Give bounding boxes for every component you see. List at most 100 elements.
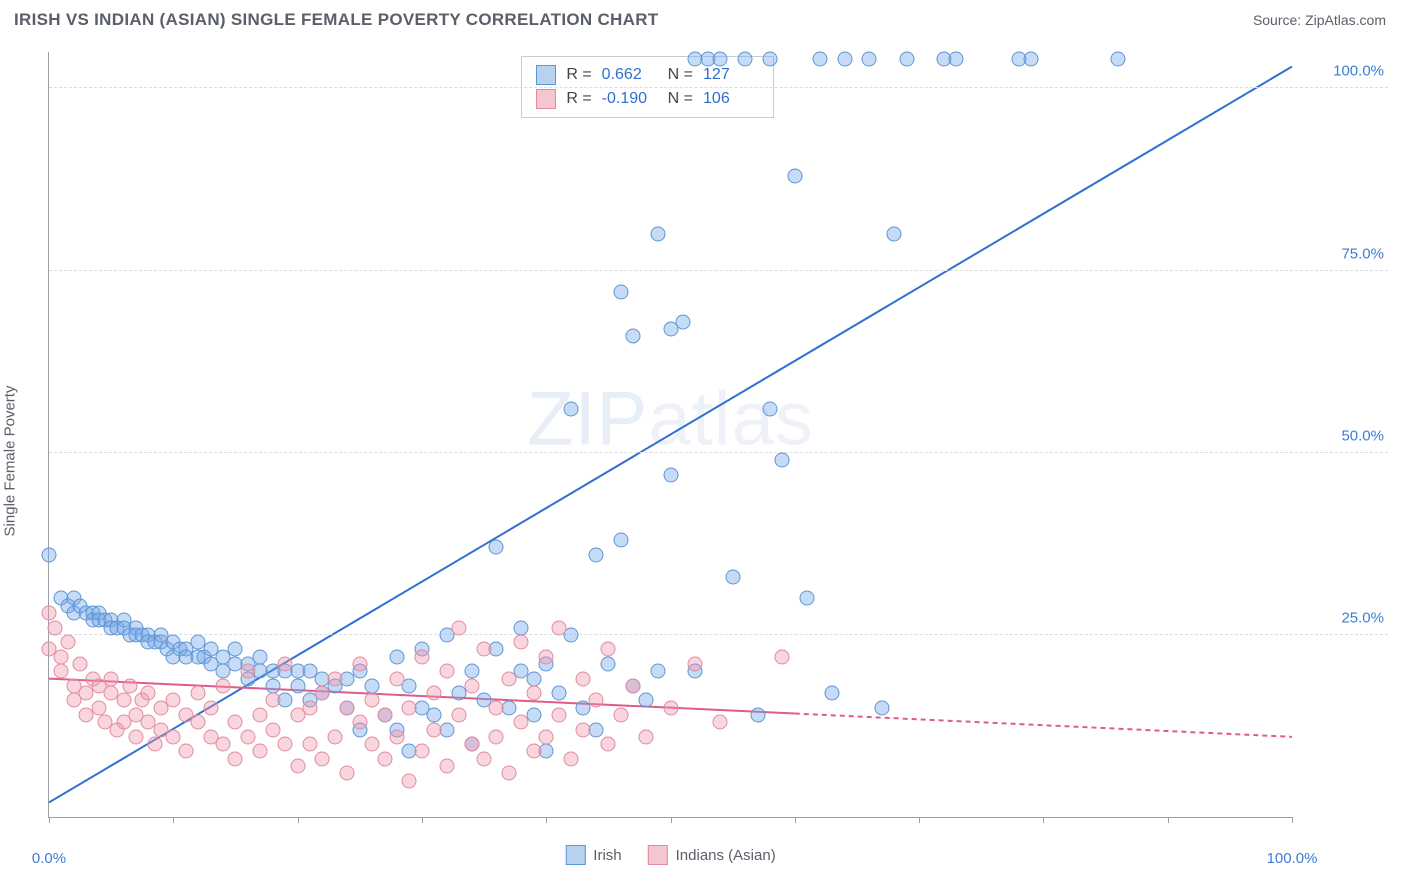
data-point-irish bbox=[862, 52, 877, 67]
n-value-irish: 127 bbox=[703, 63, 759, 87]
gridline-h bbox=[49, 452, 1388, 453]
data-point-indians bbox=[73, 657, 88, 672]
data-point-indians bbox=[377, 708, 392, 723]
data-point-indians bbox=[477, 751, 492, 766]
data-point-irish bbox=[762, 52, 777, 67]
data-point-irish bbox=[874, 700, 889, 715]
data-point-indians bbox=[147, 737, 162, 752]
data-point-indians bbox=[514, 715, 529, 730]
data-point-indians bbox=[116, 693, 131, 708]
data-point-indians bbox=[713, 715, 728, 730]
data-point-irish bbox=[42, 547, 57, 562]
data-point-indians bbox=[464, 737, 479, 752]
data-point-indians bbox=[216, 737, 231, 752]
data-point-irish bbox=[613, 285, 628, 300]
data-point-indians bbox=[129, 729, 144, 744]
x-tick-label: 0.0% bbox=[32, 850, 66, 867]
data-point-irish bbox=[651, 227, 666, 242]
data-point-indians bbox=[216, 678, 231, 693]
data-point-irish bbox=[464, 664, 479, 679]
legend-swatch-irish bbox=[565, 845, 585, 865]
data-point-indians bbox=[166, 693, 181, 708]
x-tick bbox=[298, 817, 299, 823]
data-point-irish bbox=[626, 329, 641, 344]
legend-swatch-irish bbox=[536, 65, 556, 85]
data-point-indians bbox=[414, 744, 429, 759]
stats-row-indians: R =-0.190N =106 bbox=[536, 87, 759, 111]
y-tick-label: 25.0% bbox=[1341, 609, 1384, 626]
y-tick-label: 75.0% bbox=[1341, 245, 1384, 262]
data-point-indians bbox=[514, 635, 529, 650]
data-point-indians bbox=[315, 751, 330, 766]
data-point-irish bbox=[837, 52, 852, 67]
data-point-irish bbox=[638, 693, 653, 708]
data-point-indians bbox=[390, 729, 405, 744]
x-tick bbox=[546, 817, 547, 823]
data-point-indians bbox=[265, 693, 280, 708]
data-point-indians bbox=[203, 700, 218, 715]
data-point-irish bbox=[1023, 52, 1038, 67]
data-point-indians bbox=[613, 708, 628, 723]
data-point-indians bbox=[439, 759, 454, 774]
data-point-indians bbox=[303, 737, 318, 752]
source-attribution: Source: ZipAtlas.com bbox=[1253, 12, 1386, 28]
legend-swatch-indians bbox=[648, 845, 668, 865]
data-point-irish bbox=[787, 168, 802, 183]
data-point-indians bbox=[60, 635, 75, 650]
data-point-irish bbox=[365, 678, 380, 693]
data-point-indians bbox=[253, 708, 268, 723]
data-point-indians bbox=[539, 649, 554, 664]
data-point-indians bbox=[588, 693, 603, 708]
data-point-irish bbox=[551, 686, 566, 701]
data-point-indians bbox=[477, 642, 492, 657]
n-label: N = bbox=[668, 63, 693, 87]
data-point-irish bbox=[675, 314, 690, 329]
data-point-irish bbox=[738, 52, 753, 67]
data-point-indians bbox=[464, 678, 479, 693]
data-point-irish bbox=[1110, 52, 1125, 67]
data-point-indians bbox=[278, 737, 293, 752]
data-point-indians bbox=[191, 715, 206, 730]
plot-area: ZIPatlas R =0.662N =127R =-0.190N =106 I… bbox=[48, 52, 1292, 818]
data-point-indians bbox=[551, 708, 566, 723]
data-point-indians bbox=[390, 671, 405, 686]
data-point-indians bbox=[414, 649, 429, 664]
x-tick bbox=[671, 817, 672, 823]
data-point-indians bbox=[452, 620, 467, 635]
data-point-irish bbox=[725, 569, 740, 584]
data-point-indians bbox=[501, 671, 516, 686]
data-point-indians bbox=[564, 751, 579, 766]
x-tick bbox=[422, 817, 423, 823]
data-point-indians bbox=[526, 744, 541, 759]
legend-item-irish: Irish bbox=[565, 845, 621, 865]
data-point-irish bbox=[427, 708, 442, 723]
x-tick bbox=[795, 817, 796, 823]
data-point-indians bbox=[601, 642, 616, 657]
data-point-indians bbox=[626, 678, 641, 693]
data-point-indians bbox=[601, 737, 616, 752]
data-point-indians bbox=[54, 649, 69, 664]
data-point-indians bbox=[240, 729, 255, 744]
data-point-irish bbox=[651, 664, 666, 679]
data-point-indians bbox=[166, 729, 181, 744]
data-point-irish bbox=[825, 686, 840, 701]
data-point-indians bbox=[377, 751, 392, 766]
data-point-indians bbox=[290, 759, 305, 774]
data-point-irish bbox=[713, 52, 728, 67]
data-point-irish bbox=[265, 678, 280, 693]
data-point-irish bbox=[526, 671, 541, 686]
data-point-indians bbox=[327, 729, 342, 744]
data-point-indians bbox=[91, 700, 106, 715]
gridline-h bbox=[49, 270, 1388, 271]
data-point-irish bbox=[775, 453, 790, 468]
data-point-irish bbox=[887, 227, 902, 242]
legend-label-irish: Irish bbox=[593, 847, 621, 864]
data-point-irish bbox=[564, 402, 579, 417]
data-point-indians bbox=[191, 686, 206, 701]
chart-container: Single Female Poverty ZIPatlas R =0.662N… bbox=[14, 44, 1392, 878]
chart-title: IRISH VS INDIAN (ASIAN) SINGLE FEMALE PO… bbox=[14, 10, 658, 30]
x-tick bbox=[1292, 817, 1293, 823]
data-point-irish bbox=[514, 620, 529, 635]
data-point-indians bbox=[402, 773, 417, 788]
data-point-irish bbox=[390, 649, 405, 664]
